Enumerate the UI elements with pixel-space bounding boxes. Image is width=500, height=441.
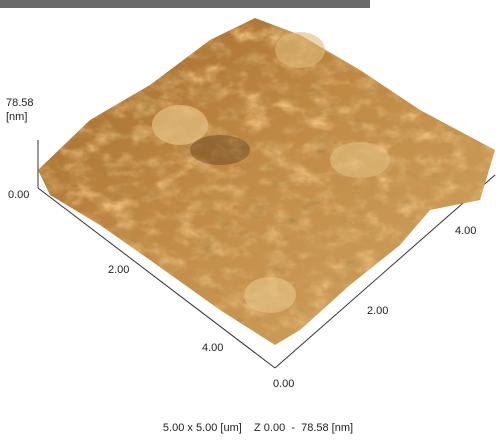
left-tick-label: 2.00 (108, 264, 129, 276)
afm-figure: 78.58 [nm] 0.00 2.00 4.00 0.00 2.00 4.00… (0, 0, 500, 441)
grain (152, 105, 208, 145)
right-tick-label: 4.00 (455, 225, 476, 237)
right-tick-label: 0.00 (273, 378, 294, 390)
z-min-label: 0.00 (8, 189, 29, 201)
z-max-label: 78.58 (6, 97, 34, 109)
left-tick-label: 4.00 (202, 342, 223, 354)
grain (330, 142, 390, 178)
cropped-strip (0, 0, 370, 8)
valley (190, 135, 250, 165)
caption: 5.00 x 5.00 [um] Z 0.00 - 78.58 [nm] (163, 422, 353, 434)
grain (244, 277, 296, 313)
grain (275, 32, 325, 68)
z-unit: [nm] (6, 111, 27, 123)
right-tick-label: 2.00 (367, 305, 388, 317)
